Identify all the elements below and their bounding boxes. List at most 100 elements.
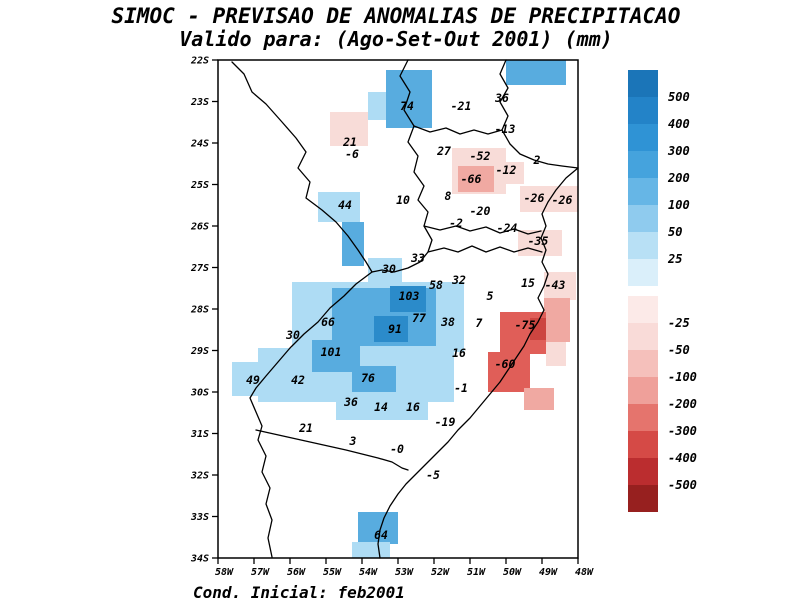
legend-positive-label: 500: [668, 90, 690, 104]
legend-positive-segment: [628, 124, 658, 151]
anomaly-value-label: -26: [552, 193, 573, 207]
anomaly-value-label: -0: [390, 442, 404, 456]
lat-tick-label: 26S: [190, 222, 209, 233]
anomaly-value-label: -60: [495, 357, 516, 371]
legend-negative-segment: [628, 458, 658, 485]
lon-tick-label: 53W: [395, 567, 414, 578]
legend-negative-label: -500: [668, 478, 697, 492]
legend-negative-segment: [628, 485, 658, 512]
lat-tick-label: 24S: [190, 139, 209, 150]
anomaly-value-label: -12: [496, 163, 517, 177]
legend-negative-label: -200: [668, 397, 697, 411]
anomaly-shade-patch: [524, 388, 554, 410]
lat-tick-label: 34S: [190, 554, 209, 565]
legend-positive-label: 100: [668, 198, 690, 212]
lon-tick-label: 58W: [215, 567, 234, 578]
anomaly-value-label: 3: [349, 434, 357, 448]
legend-negative-label: -50: [668, 343, 690, 357]
legend-positive-label: 200: [667, 171, 690, 185]
anomaly-value-label: -21: [451, 99, 472, 113]
anomaly-value-label: 30: [285, 328, 300, 342]
anomaly-value-label: 32: [451, 273, 466, 287]
anomaly-value-label: 66: [321, 315, 335, 329]
lat-tick-label: 25S: [190, 180, 209, 191]
anomaly-value-label: 44: [338, 198, 352, 212]
anomaly-value-label: 8: [445, 189, 452, 203]
lon-tick-label: 52W: [431, 567, 450, 578]
lat-tick-label: 28S: [190, 305, 209, 316]
lat-tick-label: 33S: [190, 512, 209, 523]
anomaly-value-label: -26: [524, 191, 545, 205]
anomaly-shade-patch: [546, 342, 566, 366]
legend-positive-segment: [628, 178, 658, 205]
anomaly-shade-patch: [488, 352, 530, 392]
anomaly-value-label: 5: [487, 289, 494, 303]
anomaly-shade-patch: [458, 166, 494, 192]
anomaly-shade-patch: [530, 318, 546, 340]
lon-tick-label: 54W: [359, 567, 378, 578]
legend-negative-segment: [628, 350, 658, 377]
map-boundary-line: [499, 59, 579, 169]
anomaly-shade-patch: [520, 186, 578, 212]
anomaly-value-label: 101: [321, 345, 342, 359]
anomaly-value-label: 38: [440, 315, 455, 329]
anomaly-value-label: 76: [361, 371, 375, 385]
anomaly-value-label: 16: [406, 400, 420, 414]
anomaly-value-label: -6: [345, 147, 359, 161]
anomaly-shade-patch: [368, 92, 386, 120]
anomaly-value-label: 21: [298, 421, 313, 435]
map-boundary-line: [371, 59, 433, 273]
legend-positive-label: 300: [667, 144, 690, 158]
anomaly-value-label: -75: [515, 318, 536, 332]
lat-tick-label: 27S: [190, 263, 209, 274]
anomaly-value-label: 21: [342, 135, 357, 149]
anomaly-shade-patch: [358, 512, 398, 544]
anomaly-value-label: -24: [497, 221, 518, 235]
lat-tick-label: 32S: [190, 471, 209, 482]
legend-positive-label: 25: [667, 252, 682, 266]
map-boundary-line: [231, 61, 373, 273]
map-boundary-line: [413, 125, 503, 135]
anomaly-value-label: 42: [291, 373, 305, 387]
anomaly-value-label: 27: [436, 144, 451, 158]
anomaly-value-label: 7: [476, 316, 483, 330]
anomaly-value-label: 77: [412, 311, 426, 325]
anomaly-value-label: -20: [470, 204, 491, 218]
anomaly-value-label: 74: [400, 99, 414, 113]
lon-tick-label: 55W: [323, 567, 342, 578]
legend-negative-segment: [628, 431, 658, 458]
legend-positive-segment: [628, 70, 658, 97]
anomaly-value-label: -35: [528, 234, 549, 248]
map-boundary-line: [377, 167, 579, 559]
lat-tick-label: 31S: [190, 429, 209, 440]
legend-negative-label: -100: [668, 370, 697, 384]
lat-tick-label: 29S: [190, 346, 209, 357]
lat-tick-label: 22S: [190, 56, 209, 67]
legend-positive-label: 50: [668, 225, 682, 239]
anomaly-value-label: 16: [452, 346, 466, 360]
legend-negative-segment: [628, 404, 658, 431]
legend-negative-segment: [628, 323, 658, 350]
legend-positive-segment: [628, 259, 658, 286]
lon-tick-label: 56W: [287, 567, 306, 578]
anomaly-value-label: 33: [410, 251, 425, 265]
lat-tick-label: 23S: [190, 97, 209, 108]
map-boundary-line: [255, 429, 409, 471]
anomaly-value-label: 36: [343, 395, 358, 409]
anomaly-value-label: 14: [374, 400, 388, 414]
lon-tick-label: 49W: [539, 567, 558, 578]
anomaly-value-label: 103: [399, 289, 420, 303]
anomaly-value-label: 2: [533, 153, 541, 167]
lon-tick-label: 57W: [251, 567, 270, 578]
page-title: SIMOC - PREVISAO DE ANOMALIAS DE PRECIPI…: [111, 4, 681, 28]
anomaly-shade-patch: [318, 192, 360, 222]
initial-condition-note: Cond. Inicial: feb2001: [193, 583, 405, 602]
anomaly-value-label: 15: [521, 276, 535, 290]
anomaly-value-label: -43: [545, 278, 566, 292]
anomaly-shade-patch: [494, 162, 524, 184]
anomaly-value-label: 10: [396, 193, 410, 207]
anomaly-value-label: 36: [494, 91, 509, 105]
anomaly-value-label: -52: [470, 149, 491, 163]
